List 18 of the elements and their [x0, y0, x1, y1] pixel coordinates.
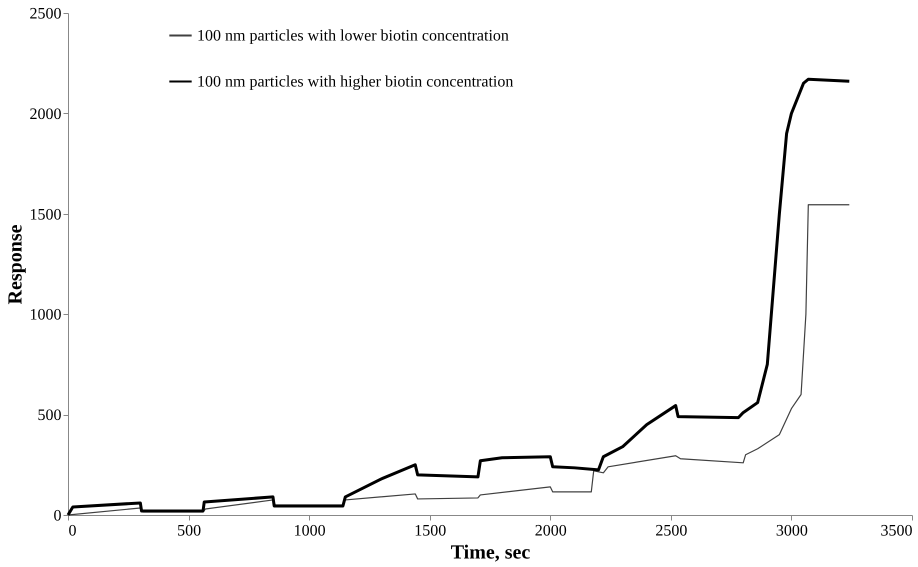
x-tick-label: 2500: [655, 522, 688, 540]
x-tick-label: 1500: [414, 522, 446, 540]
y-tick-label: 1500: [30, 206, 62, 224]
y-tick-label: 0: [54, 508, 62, 524]
x-tick-label: 2000: [534, 522, 567, 540]
y-tick-label: 1000: [30, 306, 62, 324]
y-tick-label: 2500: [30, 6, 62, 22]
x-tick-label: 3000: [776, 522, 808, 540]
x-axis-title: Time, sec: [450, 542, 530, 564]
x-tick-label: 500: [177, 522, 202, 540]
legend-label: 100 nm particles with higher biotin concentration: [197, 74, 514, 90]
y-axis-title: Response: [4, 224, 26, 305]
x-tick-label: 1000: [294, 522, 326, 540]
y-tick-label: 2000: [30, 106, 62, 123]
x-tick-label: 3500: [880, 522, 912, 540]
x-tick-label: 0: [68, 522, 76, 540]
legend-label: 100 nm particles with lower biotin concentration: [197, 28, 509, 44]
y-tick-label: 500: [38, 407, 62, 424]
